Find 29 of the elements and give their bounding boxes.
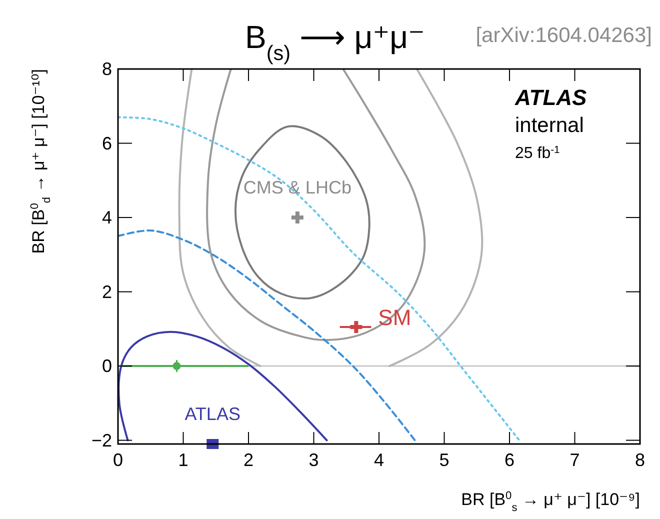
x-tick-label: 4 [374, 450, 384, 470]
chart-title: B$_{(s)}$ ⟶ μ⁺μ⁻ [245, 19, 425, 64]
y-tick-label: 6 [102, 133, 112, 154]
annotation: SM [378, 305, 412, 330]
annotation: ATLAS [514, 85, 588, 110]
point [350, 321, 362, 334]
x-tick-label: 3 [308, 450, 319, 470]
x-tick-label: 5 [439, 450, 450, 470]
y-tick-label: 0 [102, 356, 112, 376]
annotation: 25 fb$^{-1}$ [515, 144, 560, 162]
line-series [206, 69, 426, 342]
point [172, 362, 181, 370]
y-tick-label: 8 [102, 59, 112, 79]
x-tick-label: 2 [243, 450, 254, 470]
x-axis-title: BR [B$^{0}$$_{s}$ → μ⁺ μ⁻] [10⁻⁹] [461, 490, 640, 514]
x-tick-label: 6 [504, 450, 515, 470]
x-tick-label: 7 [570, 450, 580, 470]
text: [arXiv:1604.04263] [476, 24, 652, 47]
line-series [118, 330, 328, 442]
x-tick-label: 1 [178, 450, 188, 470]
y-tick-label: −2 [91, 430, 112, 450]
annotation: internal [515, 114, 584, 137]
series-label: ATLAS [184, 404, 240, 424]
x-tick-label: 8 [634, 450, 646, 470]
y-tick-label: 2 [102, 282, 112, 302]
y-tick-label: 4 [102, 208, 112, 228]
point [291, 212, 304, 224]
series-label: CMS & LHCb [243, 178, 352, 198]
line-series [118, 230, 416, 442]
